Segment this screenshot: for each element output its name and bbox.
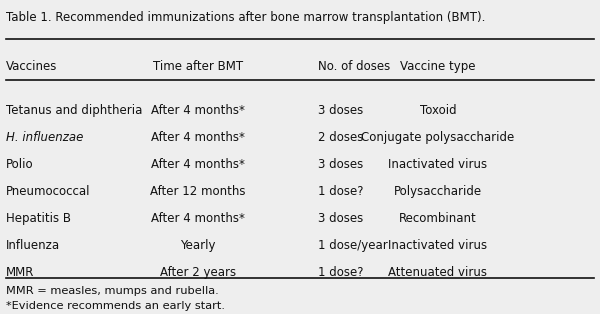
Text: Yearly: Yearly bbox=[180, 239, 216, 252]
Text: Conjugate polysaccharide: Conjugate polysaccharide bbox=[361, 131, 515, 143]
Text: No. of doses: No. of doses bbox=[318, 60, 390, 73]
Text: Toxoid: Toxoid bbox=[419, 104, 457, 116]
Text: Vaccines: Vaccines bbox=[6, 60, 58, 73]
Text: 2 doses: 2 doses bbox=[318, 131, 364, 143]
Text: Time after BMT: Time after BMT bbox=[153, 60, 243, 73]
Text: *Evidence recommends an early start.: *Evidence recommends an early start. bbox=[6, 301, 225, 311]
Text: After 4 months*: After 4 months* bbox=[151, 104, 245, 116]
Text: Table 1. Recommended immunizations after bone marrow transplantation (BMT).: Table 1. Recommended immunizations after… bbox=[6, 11, 485, 24]
Text: MMR: MMR bbox=[6, 266, 34, 279]
Text: Vaccine type: Vaccine type bbox=[400, 60, 476, 73]
Text: Pneumococcal: Pneumococcal bbox=[6, 185, 91, 198]
Text: Inactivated virus: Inactivated virus bbox=[388, 158, 488, 171]
Text: 3 doses: 3 doses bbox=[318, 212, 363, 225]
Text: Polio: Polio bbox=[6, 158, 34, 171]
Text: After 12 months: After 12 months bbox=[150, 185, 246, 198]
Text: After 4 months*: After 4 months* bbox=[151, 212, 245, 225]
Text: H. influenzae: H. influenzae bbox=[6, 131, 83, 143]
Text: Influenza: Influenza bbox=[6, 239, 60, 252]
Text: Attenuated virus: Attenuated virus bbox=[389, 266, 487, 279]
Text: Inactivated virus: Inactivated virus bbox=[388, 239, 488, 252]
Text: MMR = measles, mumps and rubella.: MMR = measles, mumps and rubella. bbox=[6, 286, 219, 296]
Text: Recombinant: Recombinant bbox=[399, 212, 477, 225]
Text: 1 dose/year: 1 dose/year bbox=[318, 239, 388, 252]
Text: After 4 months*: After 4 months* bbox=[151, 158, 245, 171]
Text: 1 dose?: 1 dose? bbox=[318, 266, 364, 279]
Text: After 4 months*: After 4 months* bbox=[151, 131, 245, 143]
Text: Tetanus and diphtheria: Tetanus and diphtheria bbox=[6, 104, 142, 116]
Text: 3 doses: 3 doses bbox=[318, 104, 363, 116]
Text: 1 dose?: 1 dose? bbox=[318, 185, 364, 198]
Text: 3 doses: 3 doses bbox=[318, 158, 363, 171]
Text: Polysaccharide: Polysaccharide bbox=[394, 185, 482, 198]
Text: After 2 years: After 2 years bbox=[160, 266, 236, 279]
Text: Hepatitis B: Hepatitis B bbox=[6, 212, 71, 225]
